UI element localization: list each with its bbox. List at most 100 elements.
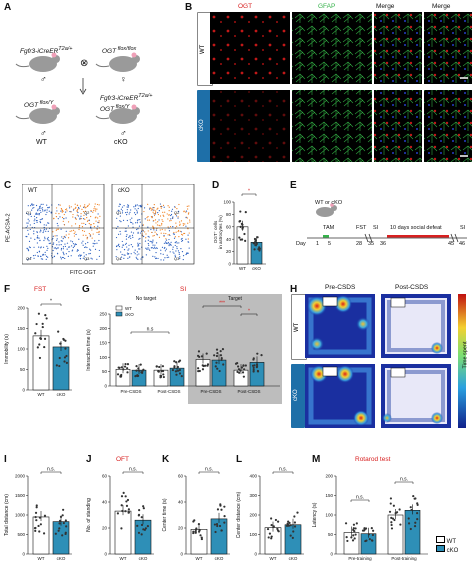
timeline-tick-36: 36 xyxy=(380,241,387,247)
data-point xyxy=(194,531,197,534)
data-point xyxy=(137,374,140,377)
y-tick-label: 250 xyxy=(99,312,107,317)
data-point xyxy=(293,521,297,524)
data-point xyxy=(197,523,201,526)
significance-bracket xyxy=(40,471,62,474)
data-point xyxy=(346,539,349,543)
quadrant-label: Q4 xyxy=(26,256,32,261)
data-point xyxy=(61,534,64,537)
y-axis-label: Latency (s) xyxy=(312,502,318,527)
flow-plot-cko: Q1 Q2 Q4 Q3 xyxy=(111,184,195,265)
significance-label: * xyxy=(50,299,52,305)
x-tick-label: WT xyxy=(196,556,203,561)
data-point xyxy=(252,358,255,361)
significance-label: n.s. xyxy=(400,477,408,483)
chart-i: 0 500 1000 1500 2000 Total distance (cm) WT cKO… xyxy=(4,467,72,561)
legend-item-cko: cKO xyxy=(436,545,458,554)
data-point xyxy=(125,504,129,507)
data-point xyxy=(219,350,222,353)
data-point xyxy=(407,522,411,525)
y-axis-label: Total distance (cm) xyxy=(4,494,10,536)
data-point xyxy=(399,523,402,526)
data-point xyxy=(213,354,216,357)
data-point xyxy=(293,515,296,518)
data-point xyxy=(393,518,396,522)
data-point xyxy=(216,508,220,511)
data-point xyxy=(239,369,242,372)
data-point xyxy=(416,518,419,521)
data-point xyxy=(267,536,270,539)
data-point xyxy=(198,369,201,373)
data-point xyxy=(214,530,217,534)
data-point xyxy=(239,225,242,228)
wt-merge-image xyxy=(374,12,422,84)
mouse-icon xyxy=(316,203,337,217)
mouse-icon xyxy=(95,52,140,72)
data-point xyxy=(120,366,123,369)
data-point xyxy=(216,367,219,370)
y-tick-label: 500 xyxy=(17,532,25,537)
panel-label-b: B xyxy=(185,2,193,13)
cko-merge-image xyxy=(374,90,422,162)
y-tick-label: 50 xyxy=(102,369,108,374)
legend-swatch-wt xyxy=(115,305,123,311)
data-point xyxy=(126,363,130,366)
y-axis-label: Center time (s) xyxy=(162,498,168,531)
data-point xyxy=(120,527,123,530)
data-point xyxy=(243,368,246,371)
y-tick-label: 0 xyxy=(180,552,183,557)
y-tick-label: 40 xyxy=(226,237,232,242)
data-point xyxy=(363,528,366,531)
wt-gfap-image xyxy=(292,12,372,84)
data-point xyxy=(242,375,245,378)
data-point xyxy=(390,527,394,530)
panel-label-k: K xyxy=(162,454,170,465)
cko-ogt-image xyxy=(210,90,290,162)
y-tick-label: 20 xyxy=(178,526,184,531)
y-tick-label: 40 xyxy=(102,500,108,505)
data-point xyxy=(197,369,200,373)
data-point xyxy=(296,511,299,514)
bar xyxy=(404,510,421,555)
significance-label: n.s. xyxy=(279,467,287,473)
chart-f: 0 50 100 150 200 Immobility (s) WT cKO * xyxy=(4,299,72,397)
data-point xyxy=(198,529,201,532)
timeline-day-prefix: Day xyxy=(296,241,306,247)
data-point xyxy=(354,527,357,530)
timeline-tick-1: 1 xyxy=(316,241,320,247)
data-point xyxy=(409,506,412,509)
data-point xyxy=(41,325,44,329)
data-point xyxy=(162,375,165,379)
data-point xyxy=(65,361,68,364)
data-point xyxy=(126,367,129,370)
data-point xyxy=(238,371,241,374)
data-point xyxy=(137,513,141,516)
data-point xyxy=(146,525,149,528)
data-point xyxy=(58,519,62,522)
y-tick-label: 50 xyxy=(328,532,334,537)
data-point xyxy=(289,524,292,527)
x-tick-label: WT xyxy=(270,556,277,561)
parent-1-sex: ♂ xyxy=(40,74,47,84)
data-point xyxy=(353,529,356,533)
data-point xyxy=(354,533,357,536)
panel-label-a: A xyxy=(4,2,12,13)
x-tick-label: cKO xyxy=(215,556,224,561)
significance-bracket xyxy=(272,471,294,474)
data-point xyxy=(139,363,142,366)
data-point xyxy=(155,365,158,368)
x-tick-label: Post-training xyxy=(391,556,417,561)
y-tick-label: 2000 xyxy=(15,474,26,479)
data-point xyxy=(121,509,124,513)
y-tick-label: 200 xyxy=(325,474,333,479)
data-point xyxy=(215,354,219,358)
data-point xyxy=(138,509,141,512)
data-point xyxy=(64,339,67,342)
significance-label: n.s xyxy=(147,327,154,333)
heatmap-title-pre: Pre-CSDS xyxy=(325,284,356,291)
offspring-1-group: WT xyxy=(36,139,47,146)
data-point xyxy=(222,363,225,366)
y-axis-label: OGT⁺ cells xyxy=(213,220,218,243)
data-point xyxy=(352,523,356,526)
data-point xyxy=(120,495,124,498)
